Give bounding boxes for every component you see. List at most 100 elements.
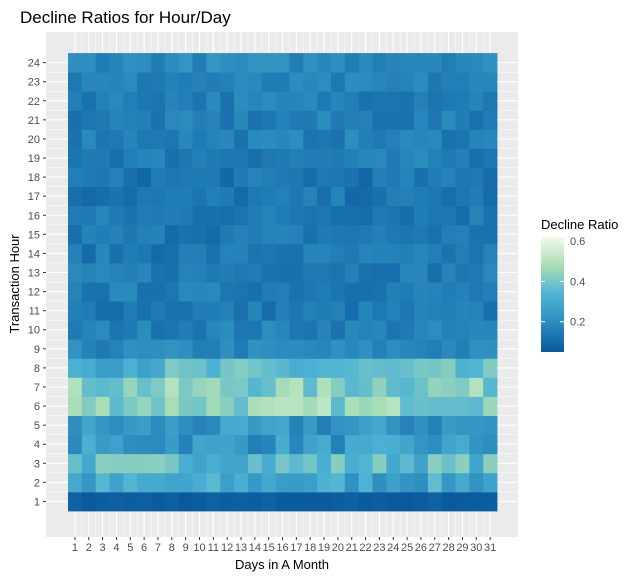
heatmap-cell (386, 358, 401, 378)
heatmap-cell (178, 396, 193, 416)
heatmap-cell (344, 110, 360, 130)
heatmap-cell (261, 72, 276, 92)
heatmap-cell (95, 243, 110, 264)
heatmap-cell (234, 301, 249, 321)
heatmap-cell (455, 358, 470, 378)
heatmap-cell (469, 301, 484, 321)
heatmap-cell (206, 320, 221, 340)
heatmap-cell (68, 415, 83, 436)
heatmap-cell (344, 167, 360, 188)
heatmap-cell (68, 396, 83, 416)
heatmap-cell (344, 453, 360, 474)
heatmap-cell (234, 72, 249, 92)
heatmap-cell (386, 339, 401, 359)
heatmap-cell (275, 243, 290, 264)
x-tick-label: 8 (169, 542, 175, 554)
heatmap-cell (178, 205, 193, 226)
heatmap-cell (330, 186, 346, 207)
heatmap-cell (68, 167, 83, 188)
heatmap-cell (261, 53, 276, 73)
heatmap-cell (483, 415, 498, 436)
heatmap-cell (317, 282, 332, 302)
heatmap-cell (317, 53, 332, 73)
heatmap-cell (330, 148, 346, 168)
heatmap-cell (234, 472, 249, 493)
x-tick-label: 12 (221, 542, 233, 554)
heatmap-cell (192, 72, 207, 92)
heatmap-cell (372, 282, 387, 302)
y-tick-label: 19 (28, 153, 40, 165)
heatmap-cell (289, 434, 304, 455)
heatmap-cell (151, 377, 166, 397)
heatmap-cell (68, 301, 83, 321)
heatmap-cell (400, 224, 415, 245)
heatmap-cell (151, 110, 166, 130)
heatmap-cell (81, 472, 97, 493)
heatmap-cell (261, 282, 276, 302)
heatmap-cell (386, 91, 401, 111)
y-tick-label: 23 (28, 77, 40, 89)
heatmap-cell (68, 72, 83, 92)
heatmap-cell (164, 243, 180, 264)
heatmap-cell (109, 377, 124, 397)
heatmap-cell (386, 262, 401, 283)
heatmap-cell (469, 53, 484, 73)
heatmap-cell (414, 339, 429, 359)
heatmap-cell (151, 472, 166, 493)
heatmap-cell (261, 148, 276, 168)
heatmap-cell (358, 205, 373, 226)
heatmap-cell (81, 491, 97, 512)
heatmap-cell (247, 434, 263, 455)
heatmap-cell (220, 72, 235, 92)
heatmap-cell (289, 301, 304, 321)
heatmap-cell (178, 224, 193, 245)
heatmap-cell (330, 320, 346, 340)
y-tick-label: 22 (28, 96, 40, 108)
heatmap-cell (137, 53, 152, 73)
heatmap-cell (358, 129, 373, 149)
heatmap-cell (469, 91, 484, 111)
heatmap-cell (469, 396, 484, 416)
heatmap-cell (289, 358, 304, 378)
heatmap-cell (330, 434, 346, 455)
heatmap-cell (386, 320, 401, 340)
heatmap-cell (289, 91, 304, 111)
heatmap-cell (164, 224, 180, 245)
heatmap-cell (81, 205, 97, 226)
heatmap-cell (137, 243, 152, 264)
heatmap-cell (386, 243, 401, 264)
x-tick-label: 2 (86, 542, 92, 554)
heatmap-cell (220, 282, 235, 302)
heatmap-cell (68, 110, 83, 130)
heatmap-cell (261, 339, 276, 359)
heatmap-cell (386, 148, 401, 168)
heatmap-cell (483, 377, 498, 397)
heatmap-cell (441, 262, 456, 283)
heatmap-cell (164, 434, 180, 455)
heatmap-cell (317, 377, 332, 397)
heatmap-cell (455, 282, 470, 302)
heatmap-cell (358, 110, 373, 130)
y-tick-label: 17 (28, 191, 40, 203)
heatmap-cell (123, 205, 138, 226)
heatmap-cell (344, 262, 360, 283)
heatmap-cell (206, 453, 221, 474)
heatmap-cell (109, 72, 124, 92)
heatmap-cell (400, 167, 415, 188)
heatmap-cell (303, 148, 318, 168)
heatmap-cell (68, 186, 83, 207)
heatmap-cell (151, 434, 166, 455)
heatmap-cell (303, 415, 318, 436)
heatmap-cell (372, 224, 387, 245)
heatmap-cell (151, 148, 166, 168)
heatmap-cell (441, 91, 456, 111)
x-tick-label: 6 (141, 542, 147, 554)
heatmap-cell (137, 262, 152, 283)
heatmap-cell (469, 72, 484, 92)
heatmap-cell (469, 110, 484, 130)
y-tick-label: 2 (34, 477, 40, 489)
heatmap-cell (289, 472, 304, 493)
heatmap-cell (289, 186, 304, 207)
y-tick-label: 6 (34, 401, 40, 413)
heatmap-cell (358, 358, 373, 378)
